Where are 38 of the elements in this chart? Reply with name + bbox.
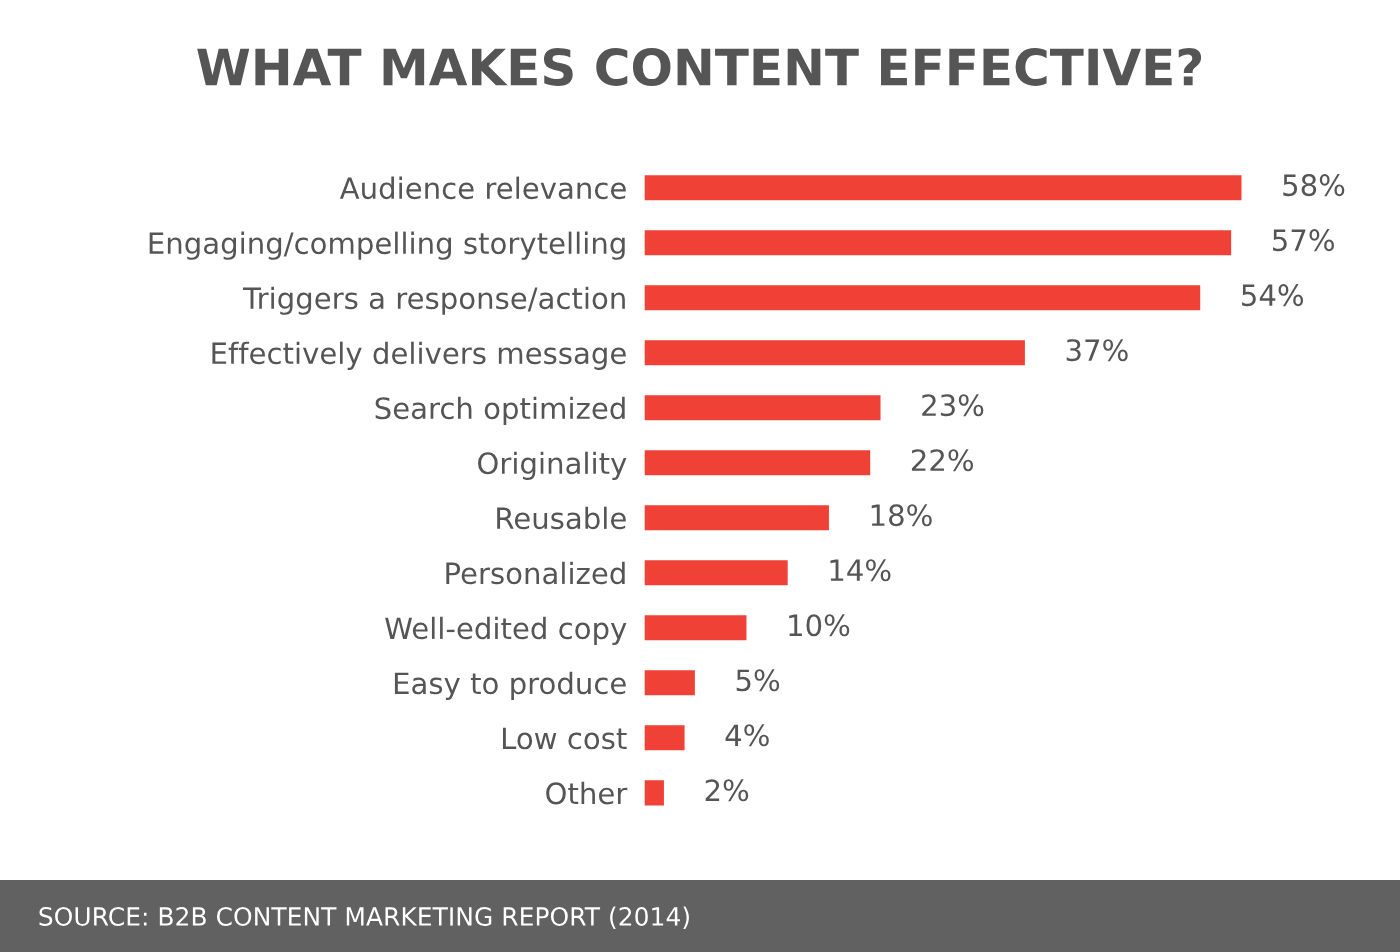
data-label: 54%	[1242, 284, 1304, 307]
bar	[644, 338, 1027, 367]
y-tick-label: Effectively delivers message	[212, 341, 626, 370]
data-label: 58%	[1283, 174, 1345, 197]
bar	[644, 668, 697, 697]
data-label: 22%	[911, 449, 973, 472]
y-tick-label: Reusable	[497, 506, 626, 530]
y-tick-label: Originality	[478, 451, 627, 480]
data-label: 57%	[1273, 229, 1334, 252]
data-label: 18%	[871, 504, 932, 527]
y-tick-label: Personalized	[446, 561, 625, 585]
bar	[644, 448, 872, 477]
y-tick-label: Search optimized	[375, 396, 625, 425]
y-tick-label: Easy to produce	[394, 671, 626, 700]
data-label: 2%	[705, 779, 749, 802]
y-tick-label: Engaging/compelling storytelling	[149, 231, 625, 260]
data-label: 5%	[736, 669, 780, 692]
bar	[644, 613, 748, 642]
bar	[644, 228, 1233, 257]
y-tick-label: Well-edited copy	[385, 616, 627, 645]
chart-title: WHAT MAKES CONTENT EFFECTIVE?	[197, 48, 1202, 86]
y-tick-label: Other	[546, 781, 628, 805]
data-label: 37%	[1066, 339, 1128, 362]
data-label: 23%	[922, 394, 984, 417]
source-note: SOURCE: B2B CONTENT MARKETING REPORT (2014)	[39, 906, 689, 929]
bar	[644, 283, 1202, 312]
y-tick-label: Audience relevance	[339, 176, 626, 200]
y-tick-label: Low cost	[502, 727, 627, 750]
bar	[644, 778, 666, 807]
bar	[644, 173, 1243, 202]
bar	[644, 393, 882, 422]
bar	[644, 723, 686, 752]
data-label: 4%	[725, 724, 769, 747]
bar	[644, 558, 790, 587]
data-label: 14%	[830, 559, 891, 582]
data-label: 10%	[789, 614, 850, 637]
y-tick-label: Triggers a response/action	[243, 286, 625, 315]
bar	[644, 503, 831, 532]
